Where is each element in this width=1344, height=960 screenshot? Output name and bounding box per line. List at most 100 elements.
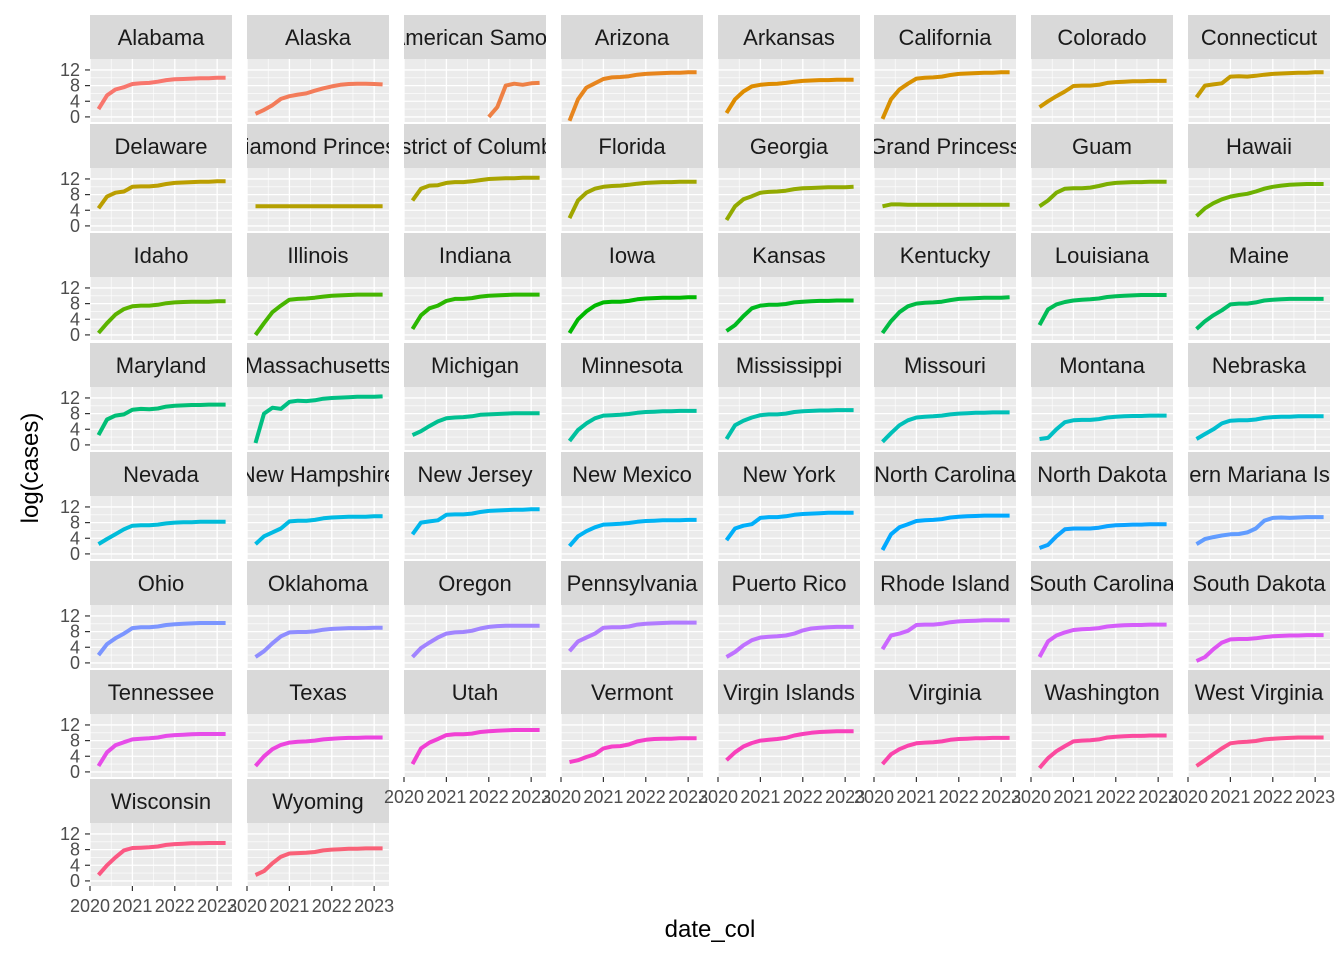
x-tick-label: 2021	[583, 787, 623, 807]
series-line	[253, 292, 383, 337]
facet-strip-label: Virgin Islands	[723, 680, 855, 705]
facet-strip-label: New York	[743, 462, 837, 487]
facet-strip-label: Colorado	[1057, 25, 1146, 50]
x-tick-label: 2022	[783, 787, 823, 807]
y-tick-label: 8	[70, 76, 80, 96]
x-tick-label: 2021	[112, 896, 152, 916]
facet-strip-label: Wisconsin	[111, 789, 211, 814]
facet-strip-label: Illinois	[287, 243, 348, 268]
facet-panel: Arkansas	[717, 15, 860, 122]
facet-panel: Montana	[1030, 343, 1173, 450]
y-tick-label: 8	[70, 185, 80, 205]
series-line	[880, 70, 1010, 120]
facet-strip	[718, 124, 860, 168]
x-tick-label: 2020	[227, 896, 267, 916]
x-tick-label: 2021	[1053, 787, 1093, 807]
series-line	[1194, 70, 1324, 99]
series-line	[569, 736, 697, 765]
series-line	[254, 81, 383, 116]
facet-strip-label: Washington	[1044, 680, 1159, 705]
series-line	[96, 732, 226, 768]
series-line	[724, 184, 854, 222]
series-line	[1195, 633, 1324, 663]
facet-strip-label: Maryland	[116, 353, 206, 378]
facet-strip-label: Iowa	[609, 243, 656, 268]
facet-panel: Wisconsin	[89, 779, 232, 886]
facet-strip	[1188, 670, 1330, 714]
series-line	[1195, 515, 1324, 546]
y-tick-label: 12	[60, 278, 80, 298]
y-tick-label: 12	[60, 824, 80, 844]
series-line	[881, 410, 1010, 444]
y-tick-label: 12	[60, 715, 80, 735]
y-tick-label: 8	[70, 840, 80, 860]
series-line	[410, 728, 540, 766]
y-tick-label: 8	[70, 622, 80, 642]
facet-strip-label: Massachusetts	[245, 353, 392, 378]
x-tick-label: 2020	[1168, 787, 1208, 807]
facet-panel: Hawaii	[1187, 124, 1330, 231]
facet-strip	[874, 452, 1016, 496]
facet-strip-label: Indiana	[439, 243, 512, 268]
facet-panel: Colorado	[1030, 15, 1173, 122]
y-tick-label: 12	[60, 388, 80, 408]
facet-panel: South Dakota	[1187, 561, 1330, 668]
facet-strip	[874, 15, 1016, 59]
series-line	[567, 408, 697, 443]
y-tick-label: 4	[70, 637, 80, 657]
series-line	[567, 179, 697, 219]
series-line	[1037, 733, 1167, 770]
series-line	[567, 295, 697, 335]
x-tick-label: 2023	[197, 896, 237, 916]
facet-strip-label: Texas	[289, 680, 346, 705]
facet-strip-label: Minnesota	[581, 353, 683, 378]
x-tick-label: 2023	[1138, 787, 1178, 807]
x-tick-label: 2021	[426, 787, 466, 807]
facet-strip	[1188, 124, 1330, 168]
facet-strip-label: Virginia	[909, 680, 983, 705]
series-line	[254, 846, 383, 877]
facet-panel: West Virginia	[1187, 670, 1330, 777]
facet-strip	[874, 343, 1016, 387]
series-line	[411, 411, 540, 437]
facet-strip-label: Mississippi	[736, 353, 842, 378]
facet-strip	[561, 561, 703, 605]
facet-strip-label: Tennessee	[108, 680, 214, 705]
facet-strip	[247, 124, 389, 168]
facet-panel: Puerto Rico	[717, 561, 860, 668]
facet-panel: Grand Princess	[873, 124, 1016, 231]
x-tick-label: 2021	[1210, 787, 1250, 807]
facet-panel: Maryland	[89, 343, 232, 450]
facet-panel: North Dakota	[1030, 452, 1173, 559]
facet-strip-label: American Samoa	[391, 25, 561, 50]
x-tick-label: 2023	[668, 787, 708, 807]
y-tick-label: 4	[70, 419, 80, 439]
facet-panel: Oklahoma	[246, 561, 389, 668]
facet-strip-label: South Dakota	[1192, 571, 1326, 596]
series-line	[253, 735, 383, 768]
x-tick-label: 2023	[981, 787, 1021, 807]
facet-panel: District of Columbia	[403, 124, 546, 231]
facet-strip-label: North Dakota	[1037, 462, 1167, 487]
facet-panel: Utah	[403, 670, 546, 777]
facet-strip-label: Wyoming	[272, 789, 364, 814]
facet-panel: Tennessee	[89, 670, 232, 777]
facet-strip-label: Arkansas	[743, 25, 835, 50]
facet-strip-label: North Carolina	[874, 462, 1017, 487]
facet-strip	[1031, 561, 1173, 605]
facet-panel: Louisiana	[1030, 233, 1173, 340]
series-line	[567, 517, 697, 548]
y-tick-label: 0	[70, 762, 80, 782]
facet-strip	[404, 452, 546, 496]
facet-strip-label: Northern Mariana Islands	[1135, 462, 1344, 487]
series-line	[880, 735, 1010, 766]
facet-panel: Delaware	[89, 124, 232, 231]
y-tick-label: 0	[70, 871, 80, 891]
series-line	[725, 624, 854, 659]
facet-panel: Florida	[560, 124, 703, 231]
series-line	[254, 514, 383, 546]
facet-strip	[247, 779, 389, 823]
facet-strip	[1188, 452, 1330, 496]
x-tick-label: 2022	[626, 787, 666, 807]
facet-strip	[90, 561, 232, 605]
